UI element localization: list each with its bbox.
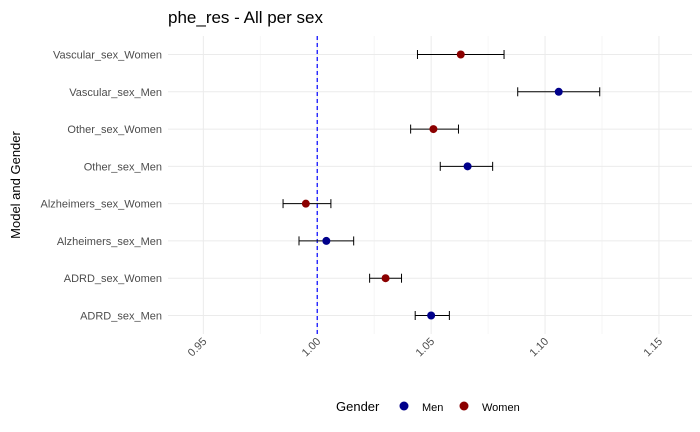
- x-tick-label: 1.05: [414, 336, 438, 360]
- x-tick-label: 1.00: [300, 336, 324, 360]
- y-tick-labels: ADRD_sex_Men ADRD_sex_Women Alzheimers_sex…: [41, 50, 162, 323]
- point-estimate: [301, 199, 310, 208]
- legend-label: Women: [482, 402, 520, 414]
- legend-title: Gender: [336, 399, 380, 414]
- y-tick-label: Alzheimers_sex_Women: [41, 199, 162, 211]
- y-tick-label: Other_sex_Women: [67, 124, 162, 136]
- y-tick-label: ADRD_sex_Women: [64, 273, 162, 285]
- y-axis-title: Model and Gender: [8, 130, 23, 238]
- y-tick-label: Vascular_sex_Women: [53, 50, 162, 62]
- chart-title: phe_res - All per sex: [168, 8, 323, 27]
- y-tick-label: ADRD_sex_Men: [80, 311, 162, 323]
- grid-layer: [168, 36, 692, 334]
- legend-label: Men: [422, 402, 443, 414]
- x-tick-labels: 0.95 1.00 1.05 1.10 1.15: [186, 336, 665, 360]
- legend: Gender Men Women: [336, 399, 520, 414]
- point-estimate: [427, 311, 436, 320]
- y-tick-label: Vascular_sex_Men: [69, 87, 162, 99]
- legend-key: [399, 401, 409, 411]
- point-estimate: [322, 236, 331, 245]
- x-tick-label: 0.95: [186, 336, 210, 360]
- point-estimate: [456, 50, 465, 59]
- point-estimate: [463, 162, 472, 171]
- legend-key: [459, 401, 469, 411]
- point-estimate: [429, 125, 438, 134]
- point-estimate: [381, 274, 390, 283]
- point-estimate: [554, 87, 563, 96]
- y-tick-label: Alzheimers_sex_Men: [57, 236, 162, 248]
- y-tick-label: Other_sex_Men: [84, 161, 162, 173]
- x-tick-label: 1.10: [528, 336, 552, 360]
- x-tick-label: 1.15: [641, 336, 665, 360]
- marks-layer: [282, 50, 601, 320]
- legend-entries: Men Women: [399, 401, 520, 414]
